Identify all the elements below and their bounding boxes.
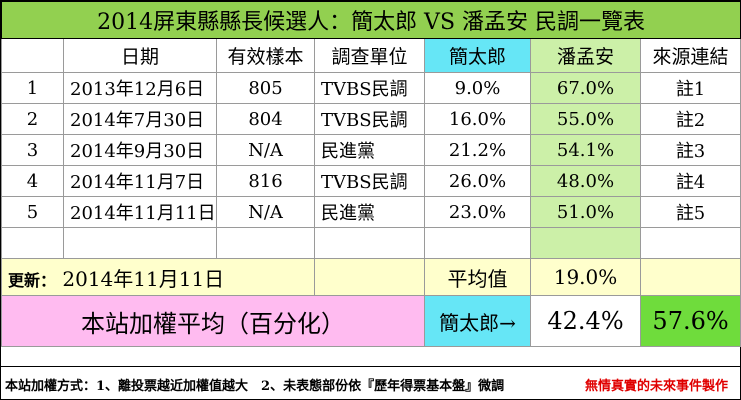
row-source-link[interactable]: 註4	[639, 165, 741, 197]
average-kan: 19.0%	[530, 258, 641, 296]
row-source-link[interactable]: 註3	[639, 134, 741, 166]
table-row: 2 2014年7月30日 804 TVBS民調 16.0% 55.0% 註2	[1, 103, 741, 135]
row-date: 2014年11月11日	[63, 196, 217, 228]
row-date: 2014年11月7日	[63, 165, 217, 197]
average-row: 更新： 2014年11月11日 平均值 19.0%	[1, 258, 741, 296]
row-date: 2013年12月6日	[63, 72, 217, 104]
row-org: TVBS民調	[314, 165, 425, 197]
row-org: 民進黨	[314, 134, 425, 166]
row-pan: 48.0%	[530, 165, 641, 197]
row-kan: 23.0%	[424, 196, 531, 228]
empty-cell	[530, 227, 641, 259]
row-no: 5	[1, 196, 64, 228]
row-org: 民進黨	[314, 196, 425, 228]
row-pan: 54.1%	[530, 134, 641, 166]
header-date: 日期	[63, 38, 217, 73]
row-sample: 804	[216, 103, 315, 135]
header-no	[1, 38, 64, 73]
poll-table: 2014屏東縣縣長候選人：簡太郎 VS 潘孟安 民調一覽表 日期 有效樣本 調查…	[0, 1, 741, 347]
row-pan: 55.0%	[530, 103, 641, 135]
header-org: 調查單位	[314, 38, 425, 73]
row-date: 2014年7月30日	[63, 103, 217, 135]
table-row: 5 2014年11月11日 N/A 民進黨 23.0% 51.0% 註5	[1, 196, 741, 228]
row-pan: 51.0%	[530, 196, 641, 228]
row-date: 2014年9月30日	[63, 134, 217, 166]
weighted-label: 本站加權平均（百分化）	[1, 295, 425, 347]
table-row: 1 2013年12月6日 805 TVBS民調 9.0% 67.0% 註1	[1, 72, 741, 104]
row-kan: 9.0%	[424, 72, 531, 104]
row-no: 1	[1, 72, 64, 104]
empty-row	[1, 227, 741, 259]
header-pan: 潘孟安	[530, 38, 641, 73]
average-label: 平均值	[424, 258, 531, 296]
empty-cell	[314, 227, 425, 259]
row-source-link[interactable]: 註1	[639, 72, 741, 104]
row-org: TVBS民調	[314, 72, 425, 104]
update-date: 2014年11月11日	[62, 266, 225, 291]
row-org: TVBS民調	[314, 103, 425, 135]
empty-cell	[639, 227, 741, 259]
header-row: 日期 有效樣本 調查單位 簡太郎 潘孟安 來源連結	[1, 38, 741, 73]
weighted-row: 本站加權平均（百分化） 簡太郎→ 42.4% 57.6%	[1, 295, 741, 347]
weighting-note: 本站加權方式：1、離投票越近加權值越大 2、未表態部份依『歷年得票基本盤』微調	[5, 379, 505, 394]
weighted-kan-label: 簡太郎→	[424, 295, 531, 347]
row-source-link[interactable]: 註2	[639, 103, 741, 135]
row-sample: 805	[216, 72, 315, 104]
weighted-kan: 42.4%	[530, 295, 641, 347]
update-cell: 更新： 2014年11月11日	[1, 258, 315, 296]
weighted-pan: 57.6%	[639, 295, 741, 347]
row-sample: N/A	[216, 134, 315, 166]
row-sample: 816	[216, 165, 315, 197]
average-pan-cell	[639, 258, 741, 296]
empty-cell	[216, 227, 315, 259]
row-pan: 67.0%	[530, 72, 641, 104]
footer: 本站加權方式：1、離投票越近加權值越大 2、未表態部份依『歷年得票基本盤』微調 …	[1, 366, 740, 399]
empty-cell	[1, 227, 64, 259]
empty-cell	[424, 227, 531, 259]
row-sample: N/A	[216, 196, 315, 228]
update-label: 更新：	[8, 270, 57, 290]
header-sample: 有效樣本	[216, 38, 315, 73]
table-row: 4 2014年11月7日 816 TVBS民調 26.0% 48.0% 註4	[1, 165, 741, 197]
row-kan: 16.0%	[424, 103, 531, 135]
row-no: 2	[1, 103, 64, 135]
header-source: 來源連結	[639, 38, 741, 73]
table-row: 3 2014年9月30日 N/A 民進黨 21.2% 54.1% 註3	[1, 134, 741, 166]
header-kan: 簡太郎	[424, 38, 531, 73]
empty-cell	[63, 227, 217, 259]
spacer-cell	[314, 258, 425, 296]
row-no: 3	[1, 134, 64, 166]
credit-text: 無情真實的未來事件製作	[584, 379, 728, 394]
row-source-link[interactable]: 註5	[639, 196, 741, 228]
row-kan: 21.2%	[424, 134, 531, 166]
page-title: 2014屏東縣縣長候選人：簡太郎 VS 潘孟安 民調一覽表	[0, 1, 741, 39]
row-kan: 26.0%	[424, 165, 531, 197]
row-no: 4	[1, 165, 64, 197]
